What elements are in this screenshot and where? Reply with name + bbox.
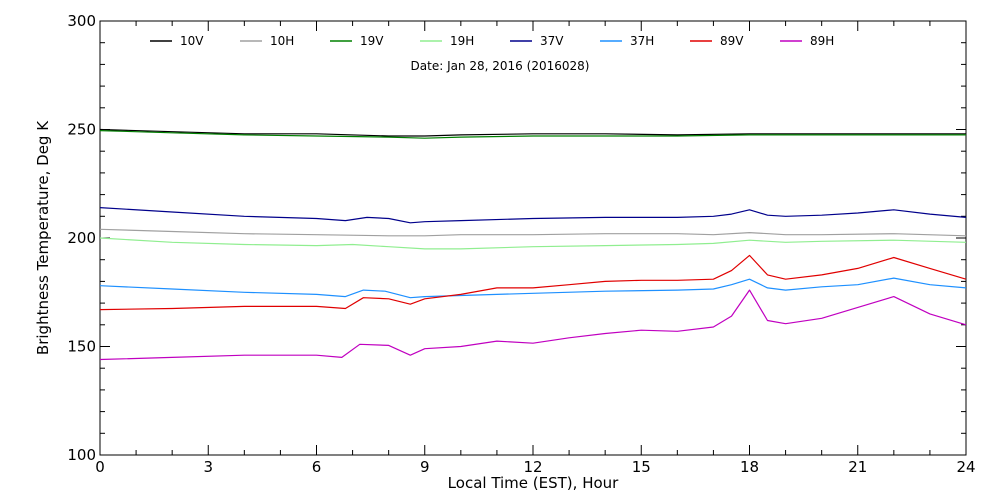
x-tick-label: 0 [95,458,105,476]
x-tick-label: 18 [740,458,759,476]
legend: 10V 10H 19V 19H 37V 37H 89V 89H [150,34,834,48]
legend-label-37h: 37H [630,34,654,48]
y-tick-label: 150 [67,338,96,356]
series-line-37h [99,277,967,299]
series-line-37v [99,207,967,224]
x-axis-title: Local Time (EST), Hour [448,474,619,492]
x-tick-label: 6 [312,458,322,476]
x-tick-label: 15 [632,458,651,476]
date-text: Date: Jan 28, 2016 (2016028) [411,59,590,73]
series-line-19h [99,237,967,250]
x-tick-label: 3 [203,458,213,476]
legend-label-19h: 19H [450,34,474,48]
y-tick-label: 300 [67,12,96,30]
series-line-89h [99,289,967,361]
series-line-19v [99,130,966,139]
legend-label-10v: 10V [180,34,204,48]
y-tick-label: 200 [67,229,96,247]
x-tick-label: 21 [848,458,867,476]
legend-label-89h: 89H [810,34,834,48]
legend-label-10h: 10H [270,34,294,48]
x-tick-label: 12 [523,458,542,476]
x-tick-label: 24 [956,458,975,476]
series-line-10v [99,128,966,137]
legend-label-19v: 19V [360,34,384,48]
series-lines [99,128,967,361]
series-line-89v [99,254,967,311]
y-tick-label: 100 [67,446,96,464]
y-tick-label: 250 [67,121,96,139]
axis-ticks: 0 3 6 9 12 15 18 21 24 100 150 200 250 300 [67,12,975,476]
series-line-10h [99,228,967,237]
legend-label-89v: 89V [720,34,744,48]
legend-label-37v: 37V [540,34,564,48]
y-axis-title: Brightness Temperature, Deg K [34,120,52,355]
plot-frame [99,20,967,456]
x-tick-label: 9 [420,458,430,476]
